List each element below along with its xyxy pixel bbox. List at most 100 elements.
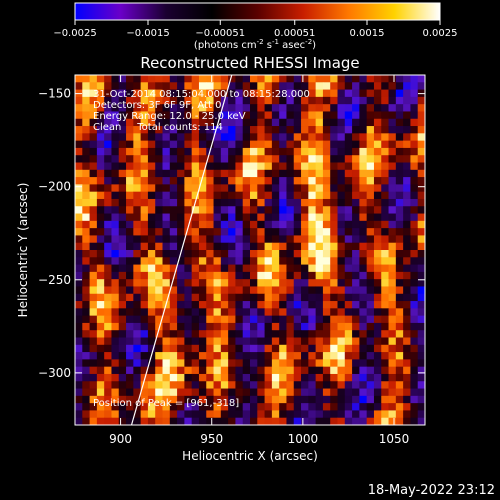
heatmap-cell	[381, 235, 389, 244]
heatmap-cell	[417, 235, 425, 244]
heatmap-cell	[417, 191, 425, 200]
heatmap-cell	[330, 250, 338, 258]
heatmap-cell	[147, 118, 156, 127]
heatmap-cell	[373, 162, 382, 171]
heatmap-cell	[410, 308, 419, 317]
heatmap-cell	[381, 395, 389, 404]
heatmap-cell	[147, 279, 156, 287]
heatmap-cell	[395, 162, 404, 171]
heatmap-cell	[104, 381, 112, 389]
heatmap-cell	[337, 352, 346, 360]
annotation-time-range: 31-Oct-2014 08:15:04.000 to 08:15:28.000	[93, 89, 310, 100]
heatmap-cell	[344, 75, 353, 83]
heatmap-cell	[250, 162, 258, 171]
heatmap-cell	[403, 352, 411, 360]
heatmap-cell	[162, 410, 171, 419]
heatmap-cell	[111, 155, 120, 163]
heatmap-cell	[147, 111, 156, 120]
heatmap-cell	[293, 293, 302, 302]
heatmap-cell	[104, 104, 112, 112]
heatmap-cell	[344, 264, 353, 273]
heatmap-cell	[140, 220, 149, 229]
heatmap-cell	[344, 169, 353, 178]
heatmap-cell	[344, 184, 353, 193]
heatmap-cell	[279, 169, 287, 178]
heatmap-cell	[308, 337, 317, 346]
heatmap-cell	[381, 118, 389, 127]
heatmap-cell	[169, 264, 178, 273]
heatmap-cell	[104, 359, 112, 368]
y-axis-ticks: −150−200−250−300	[38, 87, 425, 380]
heatmap-cell	[96, 286, 105, 295]
heatmap-cell	[337, 264, 346, 273]
heatmap-cell	[228, 213, 236, 222]
heatmap-cell	[82, 126, 90, 134]
heatmap-cell	[155, 366, 163, 375]
heatmap-cell	[111, 126, 120, 134]
heatmap-cell	[308, 155, 317, 163]
heatmap-cell	[359, 315, 368, 324]
heatmap-cell	[381, 366, 389, 375]
heatmap-cell	[395, 82, 404, 90]
heatmap-cell	[337, 279, 346, 287]
heatmap-cell	[403, 118, 411, 127]
heatmap-cell	[235, 366, 244, 375]
heatmap-cell	[373, 301, 382, 309]
heatmap-cell	[155, 264, 163, 273]
heatmap-cell	[352, 293, 360, 302]
heatmap-cell	[206, 410, 214, 419]
heatmap-cell	[330, 417, 338, 425]
heatmap-cell	[410, 206, 419, 214]
heatmap-cell	[395, 373, 404, 382]
heatmap-cell	[169, 133, 178, 142]
heatmap-cell	[308, 264, 317, 273]
heatmap-cell	[206, 388, 214, 397]
heatmap-cell	[373, 228, 382, 236]
heatmap-cell	[89, 366, 98, 375]
heatmap-cell	[228, 264, 236, 273]
colorbar-scale	[74, 2, 441, 21]
heatmap-cell	[162, 352, 171, 360]
heatmap-cell	[410, 75, 419, 83]
heatmap-cell	[162, 96, 171, 105]
heatmap-cell	[293, 366, 302, 375]
heatmap-cell	[271, 118, 280, 127]
heatmap-cell	[337, 96, 346, 105]
heatmap-cell	[359, 155, 368, 163]
heatmap-cell	[352, 403, 360, 411]
heatmap-cell	[220, 293, 229, 302]
heatmap-cell	[293, 140, 302, 149]
heatmap-cell	[177, 308, 185, 317]
heatmap-cell	[366, 191, 375, 200]
heatmap-cell	[286, 133, 295, 142]
heatmap-cell	[315, 118, 324, 127]
heatmap-cell	[250, 395, 258, 404]
heatmap-cell	[198, 235, 207, 244]
heatmap-cell	[279, 352, 287, 360]
heatmap-cell	[133, 330, 142, 338]
heatmap-cell	[264, 322, 273, 331]
heatmap-cell	[293, 184, 302, 193]
heatmap-cell	[140, 169, 149, 178]
heatmap-cell	[373, 410, 382, 419]
heatmap-cell	[403, 366, 411, 375]
heatmap-cell	[82, 75, 90, 83]
heatmap-cell	[410, 184, 419, 193]
heatmap-cell	[177, 257, 185, 265]
heatmap-cell	[147, 373, 156, 382]
heatmap-cell	[373, 206, 382, 214]
heatmap-cell	[169, 111, 178, 120]
heatmap-cell	[381, 111, 389, 120]
heatmap-cell	[118, 191, 127, 200]
heatmap-cell	[147, 417, 156, 425]
heatmap-cell	[395, 155, 404, 163]
heatmap-cell	[279, 133, 287, 142]
heatmap-cell	[206, 242, 214, 251]
heatmap-cell	[250, 82, 258, 90]
heatmap-cell	[118, 213, 127, 222]
heatmap-cell	[235, 395, 244, 404]
heatmap-cell	[140, 293, 149, 302]
heatmap-cell	[118, 228, 127, 236]
heatmap-cell	[126, 322, 134, 331]
heatmap-cell	[315, 96, 324, 105]
